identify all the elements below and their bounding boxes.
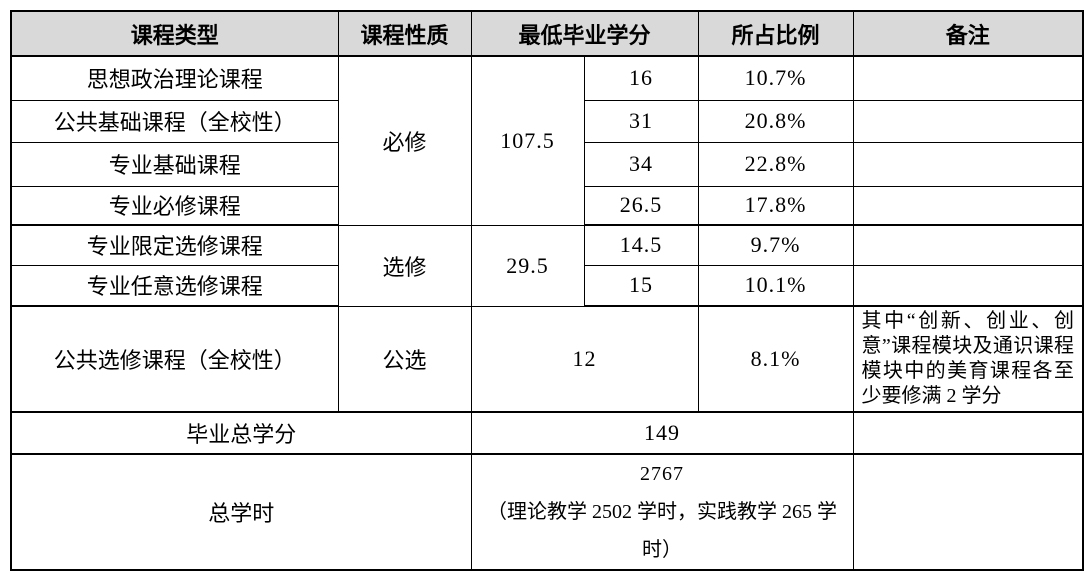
proportion-cell: 10.1% xyxy=(697,264,854,307)
group-credits-required: 107.5 xyxy=(470,55,585,226)
header-row: 课程类型 课程性质 最低毕业学分 所占比例 备注 xyxy=(10,10,1084,57)
course-label: 专业必修课程 xyxy=(10,185,339,226)
credits-table: 课程类型 课程性质 最低毕业学分 所占比例 备注 思想政治理论课程 必修 107… xyxy=(10,10,1085,571)
credits-cell: 16 xyxy=(583,55,699,101)
remark-cell-empty xyxy=(852,411,1084,455)
table-row: 专业必修课程 26.5 17.8% xyxy=(10,185,1084,226)
course-label: 专业任意选修课程 xyxy=(10,264,339,307)
table-row: 专业限定选修课程 选修 29.5 14.5 9.7% xyxy=(10,224,1084,307)
total-credits-value: 149 xyxy=(470,411,854,455)
table-row: 思想政治理论课程 必修 107.5 16 10.7% xyxy=(10,55,1084,226)
total-hours-value-cell: 2767 （理论教学 2502 学时，实践教学 265 学时） xyxy=(470,453,854,571)
table-row: 专业任意选修课程 15 10.1% xyxy=(10,264,1084,307)
group-credits-elective: 29.5 xyxy=(470,224,585,307)
remark-cell-empty xyxy=(852,185,1084,226)
remark-cell-empty xyxy=(852,99,1084,143)
header-course-nature: 课程性质 xyxy=(337,10,472,57)
proportion-cell: 9.7% xyxy=(697,224,854,266)
nature-public-elective: 公选 xyxy=(337,305,472,413)
header-proportion: 所占比例 xyxy=(697,10,854,57)
remark-cell-empty xyxy=(852,141,1084,187)
course-label: 思想政治理论课程 xyxy=(10,55,339,101)
proportion-cell: 22.8% xyxy=(697,141,854,187)
proportion-cell: 8.1% xyxy=(697,305,854,413)
header-min-credits: 最低毕业学分 xyxy=(470,10,699,57)
course-label: 公共选修课程（全校性） xyxy=(10,305,339,413)
nature-elective: 选修 xyxy=(337,224,472,307)
public-elective-row: 公共选修课程（全校性） 公选 12 8.1% 其中“创新、创业、创意”课程模块及… xyxy=(10,305,1084,413)
nature-required: 必修 xyxy=(337,55,472,226)
total-credits-label: 毕业总学分 xyxy=(10,411,472,455)
total-credits-row: 毕业总学分 149 xyxy=(10,411,1084,455)
credits-cell: 34 xyxy=(583,141,699,187)
table-row: 公共基础课程（全校性） 31 20.8% xyxy=(10,99,1084,143)
proportion-cell: 10.7% xyxy=(697,55,854,101)
credits-cell: 26.5 xyxy=(583,185,699,226)
credits-cell: 14.5 xyxy=(583,224,699,266)
table-row: 专业基础课程 34 22.8% xyxy=(10,141,1084,187)
total-hours-row: 总学时 2767 （理论教学 2502 学时，实践教学 265 学时） xyxy=(10,453,1084,571)
proportion-cell: 20.8% xyxy=(697,99,854,143)
remark-cell: 其中“创新、创业、创意”课程模块及通识课程模块中的美育课程各至少要修满 2 学分 xyxy=(852,305,1084,413)
course-label: 公共基础课程（全校性） xyxy=(10,99,339,143)
remark-cell-empty xyxy=(852,264,1084,307)
proportion-cell: 17.8% xyxy=(697,185,854,226)
header-course-type: 课程类型 xyxy=(10,10,339,57)
credits-cell: 12 xyxy=(470,305,699,413)
total-hours-value: 2767 xyxy=(640,463,684,485)
total-hours-detail: （理论教学 2502 学时，实践教学 265 学时） xyxy=(487,501,837,561)
course-label: 专业限定选修课程 xyxy=(10,224,339,266)
remark-cell-empty xyxy=(852,55,1084,101)
remark-cell-empty xyxy=(852,453,1084,571)
remark-cell-empty xyxy=(852,224,1084,266)
header-remarks: 备注 xyxy=(852,10,1084,57)
credits-cell: 31 xyxy=(583,99,699,143)
credits-cell: 15 xyxy=(583,264,699,307)
course-label: 专业基础课程 xyxy=(10,141,339,187)
total-hours-label: 总学时 xyxy=(10,453,472,571)
